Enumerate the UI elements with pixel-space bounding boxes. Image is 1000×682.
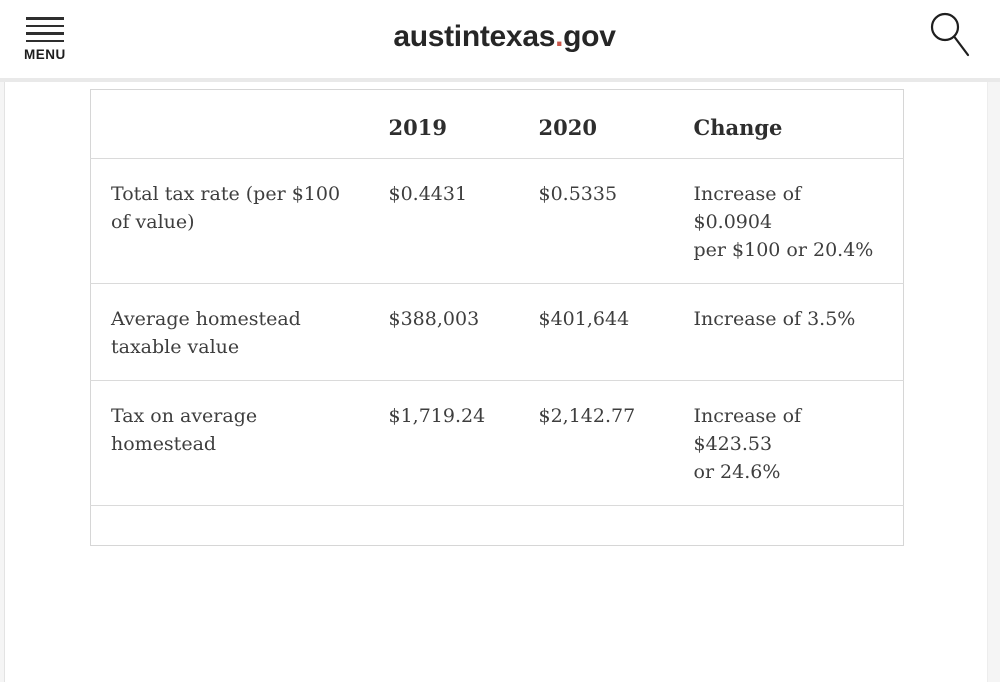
value-2020: $2,142.77 [538, 405, 636, 427]
table-header-row: 2019 2020 Change [91, 90, 904, 159]
table-row-tax-on-avg-homestead: Tax on average homestead $1,719.24 $2,14… [90, 380, 904, 506]
row-label: Average homestead taxable value [111, 308, 301, 358]
menu-button[interactable]: MENU [24, 17, 66, 62]
value-change: Increase of 3.5% [693, 308, 856, 330]
tax-comparison-table: 2019 2020 Change Total tax rate (per $10… [90, 89, 904, 546]
value-2019: $1,719.24 [388, 405, 486, 427]
site-title-dot: . [555, 20, 564, 53]
site-title-name: austintexas [393, 20, 556, 53]
table-row-partial [90, 505, 904, 546]
value-2020: $401,644 [538, 308, 630, 330]
table-row-avg-homestead-value: Average homestead taxable value $388,003… [90, 283, 904, 381]
value-2020: $0.5335 [538, 183, 618, 205]
row-label: Tax on average homestead [111, 405, 258, 455]
site-title-link[interactable]: austintexas.gov [393, 20, 616, 54]
menu-button-label: MENU [24, 47, 66, 62]
table-row-total-tax-rate: Total tax rate (per $100 of value) $0.44… [90, 158, 904, 284]
row-label: Total tax rate (per $100 of value) [111, 183, 341, 233]
value-2019: $388,003 [388, 308, 480, 330]
value-2019: $0.4431 [388, 183, 468, 205]
value-change: Increase of $0.0904 per $100 or 20.4% [693, 183, 874, 261]
value-change: Increase of $423.53 or 24.6% [693, 405, 802, 483]
table-corner-cell [91, 90, 369, 159]
site-title-tld: gov [563, 20, 616, 53]
search-icon [930, 12, 970, 57]
column-header-2019: 2019 [388, 115, 447, 140]
site-header: MENU austintexas.gov [0, 0, 1000, 82]
hamburger-icon [25, 17, 64, 42]
content-area: 2019 2020 Change Total tax rate (per $10… [4, 82, 988, 682]
column-header-change: Change [693, 115, 783, 140]
column-header-2020: 2020 [538, 115, 597, 140]
search-button[interactable] [929, 11, 973, 64]
